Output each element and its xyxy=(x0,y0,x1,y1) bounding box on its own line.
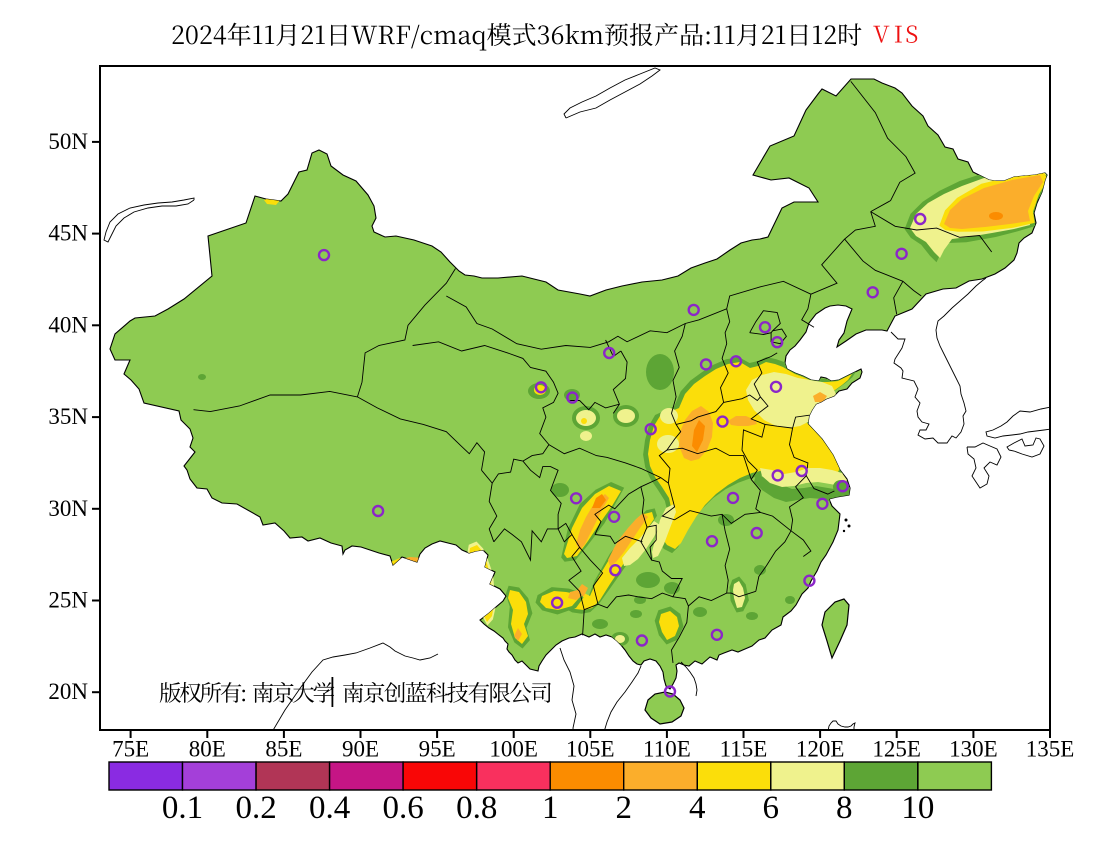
svg-text:105E: 105E xyxy=(566,737,615,762)
svg-text:30N: 30N xyxy=(48,496,88,521)
svg-text:0.6: 0.6 xyxy=(382,790,423,826)
svg-text:120E: 120E xyxy=(796,737,845,762)
svg-text:45N: 45N xyxy=(48,221,88,246)
svg-text:75E: 75E xyxy=(112,737,149,762)
svg-text:4: 4 xyxy=(689,790,706,826)
svg-text:50N: 50N xyxy=(48,129,88,154)
svg-text:0.8: 0.8 xyxy=(456,790,497,826)
svg-text:110E: 110E xyxy=(643,737,691,762)
svg-text:20N: 20N xyxy=(48,679,88,704)
svg-text:95E: 95E xyxy=(419,737,456,762)
svg-text:40N: 40N xyxy=(48,312,88,337)
svg-text:6: 6 xyxy=(763,790,780,826)
svg-text:35N: 35N xyxy=(48,404,88,429)
svg-text:10: 10 xyxy=(901,790,934,826)
svg-text:135E: 135E xyxy=(1026,737,1075,762)
svg-text:125E: 125E xyxy=(872,737,921,762)
svg-text:0.2: 0.2 xyxy=(235,790,276,826)
svg-text:85E: 85E xyxy=(265,737,302,762)
svg-text:8: 8 xyxy=(836,790,853,826)
svg-text:25N: 25N xyxy=(48,588,88,613)
svg-text:90E: 90E xyxy=(342,737,379,762)
svg-text:0.1: 0.1 xyxy=(162,790,203,826)
svg-text:0.4: 0.4 xyxy=(309,790,350,826)
svg-text:80E: 80E xyxy=(189,737,226,762)
svg-text:115E: 115E xyxy=(720,737,768,762)
svg-text:2: 2 xyxy=(615,790,632,826)
svg-text:1: 1 xyxy=(542,790,559,826)
svg-text:130E: 130E xyxy=(949,737,998,762)
svg-text:100E: 100E xyxy=(489,737,538,762)
